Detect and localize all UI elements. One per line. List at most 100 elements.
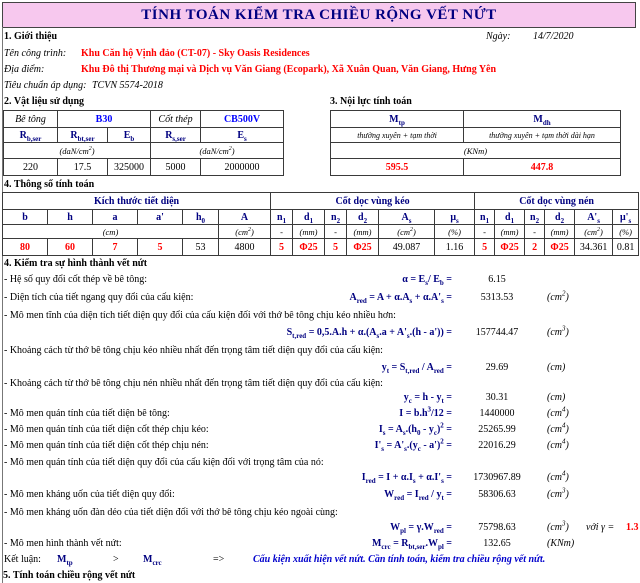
calc-line-label: - Mô men tĩnh của diện tích tiết diện qu… (4, 310, 396, 321)
section-3-heading: 3. Nội lực tính toán (330, 96, 412, 107)
location-value: Khu Đô thị Thương mại và Dịch vụ Văn Gia… (81, 64, 497, 75)
calc-line-formula: Wred = Ired / yt = (384, 489, 452, 502)
calc-line-formula: St,red = 0,5.A.h + α.(As.a + A's.(h - a'… (286, 327, 452, 340)
calc-line-value: 157744.47 (475, 327, 519, 338)
calc-line: - Mô men kháng uốn đàn dẻo của tiết diện… (0, 507, 640, 522)
gamma-label: với γ = (586, 522, 615, 533)
param-unit: (mm) (544, 224, 576, 239)
group-header-dimensions: Kích thước tiết diện (1, 192, 272, 210)
param-value: 5 (474, 238, 496, 256)
param-col: d1 (292, 209, 326, 225)
calc-line: - Hệ số quy đổi cốt thép về bê tông: α =… (0, 274, 640, 289)
calc-line-unit: (cm4) (547, 469, 569, 483)
forces-unit: (KNm) (330, 142, 621, 159)
parameters-table: Kích thước tiết diện Cốt dọc vùng kéo Cố… (1, 192, 640, 256)
param-value: 5 (324, 238, 348, 256)
param-col: n2 (324, 209, 348, 225)
calc-line-unit: (cm2) (547, 289, 569, 303)
standard-value: TCVN 5574-2018 (92, 80, 163, 91)
calc-line-label: - Khoảng cách từ thớ bê tông chịu kéo nh… (4, 345, 383, 356)
calc-line-value: 30.31 (485, 392, 509, 403)
conclusion-text: Cấu kiện xuất hiện vết nứt. Cần tính toá… (253, 554, 546, 565)
calc-line-label: - Mô men quán tính của tiết diện bê tông… (4, 408, 170, 419)
section-1-heading: 1. Giới thiệu (4, 31, 58, 42)
param-unit: (cm2) (378, 224, 436, 239)
force-value: 595.5 (330, 158, 464, 176)
location-label: Địa điểm: (4, 64, 45, 75)
materials-table: Bê tông B30 Cốt thép CB500V Rb,ser Rbt,s… (2, 110, 285, 176)
param-unit: - (270, 224, 294, 239)
calc-line-label: - Mô men kháng uốn đàn dẻo của tiết diện… (4, 507, 338, 518)
group-header-tension-rebar: Cốt dọc vùng kéo (270, 192, 476, 210)
calc-line-unit: (cm3) (547, 486, 569, 500)
param-value: 2 (524, 238, 546, 256)
param-col: d2 (544, 209, 576, 225)
param-unit: (%) (434, 224, 476, 239)
calc-line-unit: (cm3) (547, 324, 569, 338)
param-col: h0 (182, 209, 219, 225)
calc-line: - Mô men quán tính của tiết diện bê tông… (0, 406, 640, 423)
materials-col-header: Rs,ser (150, 127, 202, 143)
force-symbol: Mdh (463, 110, 621, 128)
section-5-heading: 5. Tính toán chiều rộng vết nứt (3, 570, 136, 581)
force-description: thường xuyên + tạm thời (330, 127, 464, 143)
param-unit: - (524, 224, 546, 239)
forces-table: Mtp Mdh thường xuyên + tạm thời thường x… (330, 110, 621, 176)
param-col: n1 (270, 209, 294, 225)
gamma-value: 1.3 (626, 522, 639, 533)
calc-line: Wpl = γ.Wred = 75798.63 (cm3) với γ = 1.… (0, 519, 640, 537)
calc-line-label: - Mô men kháng uốn của tiết diện quy đổi… (4, 489, 175, 500)
calc-line-formula: α = Es/ Eb = (402, 274, 452, 287)
calc-line-unit: (KNm) (547, 538, 575, 549)
calc-line-value: 1440000 (479, 408, 515, 419)
calc-line-formula: Is = As.(h0 - yc)2 = (378, 421, 452, 437)
calc-line-label: - Mô men quán tính của tiết diện cốt thé… (4, 440, 209, 451)
param-col: a' (137, 209, 183, 225)
materials-col-header: Rbt,ser (57, 127, 108, 143)
calc-line-label: - Diện tích của tiết ngang quy đổi của c… (4, 292, 194, 303)
date-value: 14/7/2020 (533, 31, 574, 42)
calc-line-unit: (cm3) (547, 519, 569, 533)
conclusion-m2: Mcrc (143, 554, 162, 567)
conclusion-line: Kết luận: Mtp > Mcrc => Cấu kiện xuất hi… (0, 554, 640, 569)
param-unit: - (474, 224, 496, 239)
calc-line: - Diện tích của tiết ngang quy đổi của c… (0, 289, 640, 307)
force-description: thường xuyên + tạm thời dài hạn (463, 127, 621, 143)
param-value: 34.361 (574, 238, 614, 256)
calc-line-formula: yt = St,red / Ared = (381, 362, 452, 375)
conclusion-arrow: => (213, 554, 225, 565)
param-col: A's (574, 209, 614, 225)
param-value: 5 (137, 238, 183, 256)
param-value: 7 (92, 238, 138, 256)
calc-line: - Mô men quán tính của tiết diện quy đổi… (0, 457, 640, 472)
calc-line: - Mô men tĩnh của diện tích tiết diện qu… (0, 310, 640, 325)
materials-value: 5000 (150, 158, 202, 176)
materials-col-header: Rb,ser (3, 127, 58, 143)
param-unit: (mm) (346, 224, 380, 239)
param-value: 4800 (217, 238, 272, 256)
param-col: h (47, 209, 93, 225)
calc-line-formula: yc = h - yt = (403, 392, 452, 405)
section-4a-heading: 4. Thông số tính toán (4, 179, 95, 190)
sheet-left-border (2, 27, 3, 583)
conclusion-label: Kết luận: (4, 554, 41, 565)
calc-line-value: 5313.53 (480, 292, 514, 303)
concrete-label: Bê tông (3, 110, 58, 128)
calc-line: yt = St,red / Ared = 29.69 (cm) (0, 362, 640, 377)
conclusion-operator: > (113, 554, 119, 565)
calc-line: - Khoảng cách từ thớ bê tông chịu nén nh… (0, 378, 640, 393)
calc-line-formula: Wpl = γ.Wred = (390, 522, 452, 535)
steel-grade: CB500V (200, 110, 285, 128)
group-header-compression-rebar: Cốt dọc vùng nén (474, 192, 640, 210)
section-4b-heading: 4. Kiểm tra sự hình thành vết nứt (4, 258, 148, 269)
calc-line-value: 1730967.89 (473, 472, 521, 483)
param-col: μ's (612, 209, 640, 225)
calc-line-formula: I's = A's.(yc - a')2 = (374, 437, 452, 453)
project-label: Tên công trình: (4, 48, 67, 59)
param-col: n1 (474, 209, 496, 225)
param-unit: (cm2) (574, 224, 614, 239)
calc-line-label: - Mô men quán tính của tiết diện quy đổi… (4, 457, 324, 468)
calc-line-formula: Ired = I + α.Is + α.I's = (361, 472, 452, 485)
param-unit: (mm) (292, 224, 326, 239)
